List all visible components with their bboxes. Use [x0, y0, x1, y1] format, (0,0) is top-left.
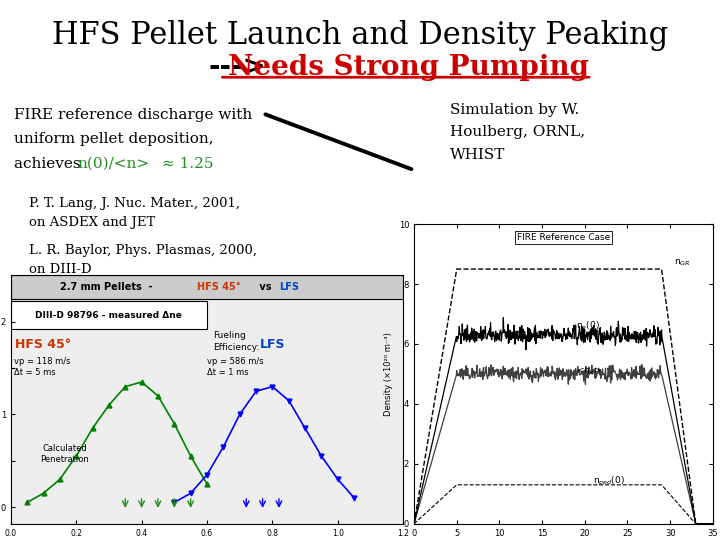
Text: vp = 118 m/s: vp = 118 m/s: [14, 357, 71, 366]
Text: uniform pellet deposition,: uniform pellet deposition,: [14, 132, 214, 146]
Text: on ASDEX and JET: on ASDEX and JET: [29, 216, 155, 229]
Text: L. R. Baylor, Phys. Plasmas, 2000,: L. R. Baylor, Phys. Plasmas, 2000,: [29, 244, 257, 257]
Text: n$_{ped}$(0): n$_{ped}$(0): [593, 475, 625, 488]
Text: <n$_e$>: <n$_e$>: [576, 365, 603, 377]
Text: n$_{GR}$: n$_{GR}$: [675, 258, 691, 268]
Text: ≈ 1.25: ≈ 1.25: [162, 157, 214, 171]
Text: Needs Strong Pumping: Needs Strong Pumping: [228, 54, 589, 81]
Bar: [11, 275, 403, 299]
Text: Fueling
Efficiency:: Fueling Efficiency:: [214, 331, 260, 352]
Text: LFS: LFS: [260, 339, 285, 352]
Text: Calculated
Penetration: Calculated Penetration: [40, 444, 89, 464]
Text: P. T. Lang, J. Nuc. Mater., 2001,: P. T. Lang, J. Nuc. Mater., 2001,: [29, 197, 240, 210]
Text: vp = 586 m/s: vp = 586 m/s: [207, 357, 264, 366]
Text: 2.7 mm Pellets  -: 2.7 mm Pellets -: [60, 282, 156, 292]
Text: LFS: LFS: [279, 282, 299, 292]
Text: FIRE reference discharge with: FIRE reference discharge with: [14, 108, 253, 122]
FancyBboxPatch shape: [11, 301, 207, 329]
Text: LFS - 55%: LFS - 55%: [272, 355, 342, 368]
Text: Houlberg, ORNL,: Houlberg, ORNL,: [450, 125, 585, 139]
Text: HFS 45°: HFS 45°: [15, 339, 71, 352]
Text: n(0)/<n>: n(0)/<n>: [77, 157, 149, 171]
Text: Simulation by W.: Simulation by W.: [450, 103, 580, 117]
Text: HFS - 95%: HFS - 95%: [272, 326, 345, 339]
Text: achieves: achieves: [14, 157, 86, 171]
Text: --->: --->: [209, 54, 266, 81]
Text: HFS Pellet Launch and Density Peaking: HFS Pellet Launch and Density Peaking: [52, 19, 668, 51]
Text: HFS 45°: HFS 45°: [197, 282, 240, 292]
Text: FIRE Reference Case: FIRE Reference Case: [517, 233, 610, 242]
Text: n$_e$(0): n$_e$(0): [576, 320, 600, 332]
Text: DIII-D 98796 - measured Δne: DIII-D 98796 - measured Δne: [35, 310, 182, 320]
Text: WHIST: WHIST: [450, 148, 505, 162]
Text: vs: vs: [256, 282, 275, 292]
Text: on DIII-D: on DIII-D: [29, 263, 91, 276]
Text: Δt = 1 ms: Δt = 1 ms: [207, 368, 248, 377]
Y-axis label: Density (×10²⁰ m⁻³): Density (×10²⁰ m⁻³): [384, 332, 393, 416]
Text: Δt = 5 ms: Δt = 5 ms: [14, 368, 55, 377]
